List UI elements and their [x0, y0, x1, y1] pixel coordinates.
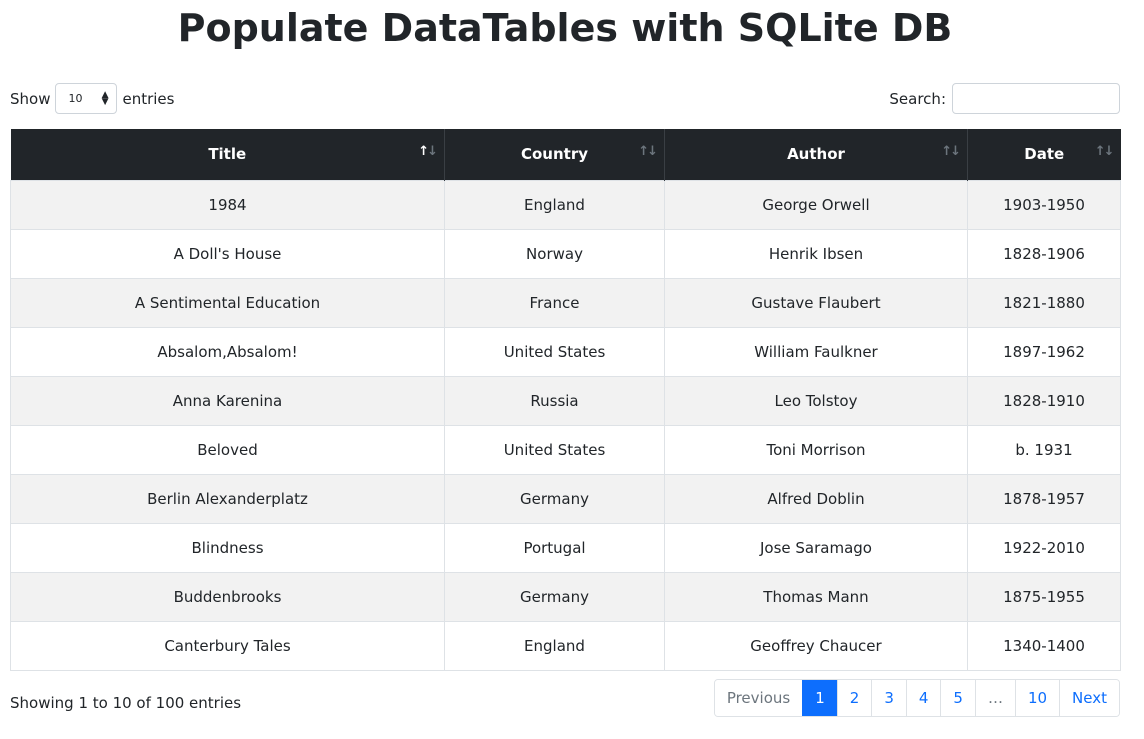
- cell-country: United States: [444, 326, 665, 377]
- table-header-row: Title ↑↓ Country ↑↓ Author ↑↓ Date ↑↓: [10, 129, 1121, 180]
- entries-length-control: Show 10 ▲ ▼ entries: [10, 83, 174, 114]
- cell-country: Germany: [444, 571, 665, 622]
- sort-arrows-icon: ↑↓: [1094, 144, 1115, 159]
- sort-arrows-icon: ↑↓: [638, 144, 658, 159]
- cell-title: Blindness: [10, 522, 445, 573]
- cell-author: Thomas Mann: [664, 571, 968, 622]
- table-row: Anna Karenina Russia Leo Tolstoy 1828-1910: [10, 375, 1121, 426]
- table-info: Showing 1 to 10 of 100 entries: [10, 694, 242, 712]
- cell-date: 1340-1400: [967, 620, 1121, 671]
- cell-author: Geoffrey Chaucer: [664, 620, 968, 671]
- table-row: Canterbury Tales England Geoffrey Chaucer 1…: [10, 620, 1121, 671]
- table-row: Beloved United States Toni Morrison b. 1931: [10, 424, 1121, 475]
- cell-country: Portugal: [444, 522, 665, 573]
- cell-date: 1828-1906: [967, 228, 1121, 279]
- cell-title: A Doll's House: [10, 228, 445, 279]
- cell-title: Beloved: [10, 424, 445, 475]
- table-row: 1984 England George Orwell 1903-1950: [10, 179, 1121, 230]
- cell-country: England: [444, 620, 665, 671]
- cell-author: Toni Morrison: [664, 424, 968, 475]
- page-button-1[interactable]: 1: [802, 680, 837, 716]
- column-header-label: Author: [787, 145, 845, 164]
- sort-arrows-icon: ↑↓: [418, 144, 438, 159]
- column-header-label: Country: [520, 145, 589, 164]
- cell-date: 1922-2010: [967, 522, 1121, 573]
- cell-country: Russia: [444, 375, 665, 426]
- column-header-author[interactable]: Author ↑↓: [664, 129, 968, 180]
- search-input[interactable]: [952, 83, 1120, 114]
- cell-country: England: [444, 179, 665, 230]
- column-header-label: Date: [1024, 145, 1065, 164]
- search-control: Search:: [889, 83, 1120, 114]
- page-button-10[interactable]: 10: [1014, 680, 1060, 716]
- column-header-label: Title: [208, 145, 247, 164]
- cell-author: Alfred Doblin: [664, 473, 968, 524]
- cell-date: 1903-1950: [967, 179, 1121, 230]
- table-row: A Sentimental Education France Gustave Fla…: [10, 277, 1121, 328]
- column-header-date[interactable]: Date ↑↓: [967, 129, 1121, 180]
- table-row: Buddenbrooks Germany Thomas Mann 1875-1955: [10, 571, 1121, 622]
- page-button-4[interactable]: 4: [905, 680, 941, 716]
- cell-author: George Orwell: [664, 179, 968, 230]
- cell-date: 1897-1962: [967, 326, 1121, 377]
- column-header-country[interactable]: Country ↑↓: [444, 129, 665, 180]
- cell-title: Berlin Alexanderplatz: [10, 473, 445, 524]
- table-row: Berlin Alexanderplatz Germany Alfred Dobli…: [10, 473, 1121, 524]
- previous-page-button[interactable]: Previous: [714, 680, 803, 716]
- cell-author: Henrik Ibsen: [664, 228, 968, 279]
- cell-date: b. 1931: [967, 424, 1121, 475]
- cell-author: Jose Saramago: [664, 522, 968, 573]
- cell-country: Germany: [444, 473, 665, 524]
- pagination-ellipsis: …: [974, 680, 1015, 716]
- entries-label: entries: [122, 89, 175, 108]
- table-row: Absalom,Absalom! United States William Fau…: [10, 326, 1121, 377]
- table-row: Blindness Portugal Jose Saramago 1922-2010: [10, 522, 1121, 573]
- cell-date: 1878-1957: [967, 473, 1121, 524]
- books-table: Title ↑↓ Country ↑↓ Author ↑↓ Date ↑↓ 1984 Engla…: [10, 129, 1121, 671]
- next-page-button[interactable]: Next: [1059, 680, 1119, 716]
- page-button-5[interactable]: 5: [940, 680, 975, 716]
- cell-title: Buddenbrooks: [10, 571, 445, 622]
- cell-author: Leo Tolstoy: [664, 375, 968, 426]
- sort-arrows-icon: ↑↓: [941, 144, 961, 159]
- cell-title: Canterbury Tales: [10, 620, 445, 671]
- cell-date: 1875-1955: [967, 571, 1121, 622]
- pagination: Previous 1 2 3 4 5… 10 Next: [713, 679, 1120, 717]
- search-label: Search:: [889, 89, 946, 108]
- cell-author: Gustave Flaubert: [664, 277, 968, 328]
- cell-date: 1821-1880: [967, 277, 1121, 328]
- cell-title: 1984: [10, 179, 445, 230]
- page-button-2[interactable]: 2: [836, 680, 872, 716]
- cell-country: France: [444, 277, 665, 328]
- column-header-title[interactable]: Title ↑↓: [10, 129, 445, 180]
- table-row: A Doll's House Norway Henrik Ibsen 1828-190…: [10, 228, 1121, 279]
- cell-author: William Faulkner: [664, 326, 968, 377]
- cell-title: Absalom,Absalom!: [10, 326, 445, 377]
- cell-title: A Sentimental Education: [10, 277, 445, 328]
- entries-select-value: 10: [68, 92, 83, 105]
- page-title: Populate DataTables with SQLite DB: [177, 6, 953, 50]
- cell-country: United States: [444, 424, 665, 475]
- cell-country: Norway: [444, 228, 665, 279]
- entries-select[interactable]: 10 ▲ ▼: [55, 83, 118, 114]
- select-arrows-icon: ▲ ▼: [101, 89, 109, 107]
- cell-title: Anna Karenina: [10, 375, 445, 426]
- table-body: 1984 England George Orwell 1903-1950 A Doll'…: [10, 179, 1121, 671]
- show-label: Show: [10, 89, 51, 108]
- cell-date: 1828-1910: [967, 375, 1121, 426]
- page-button-3[interactable]: 3: [871, 680, 906, 716]
